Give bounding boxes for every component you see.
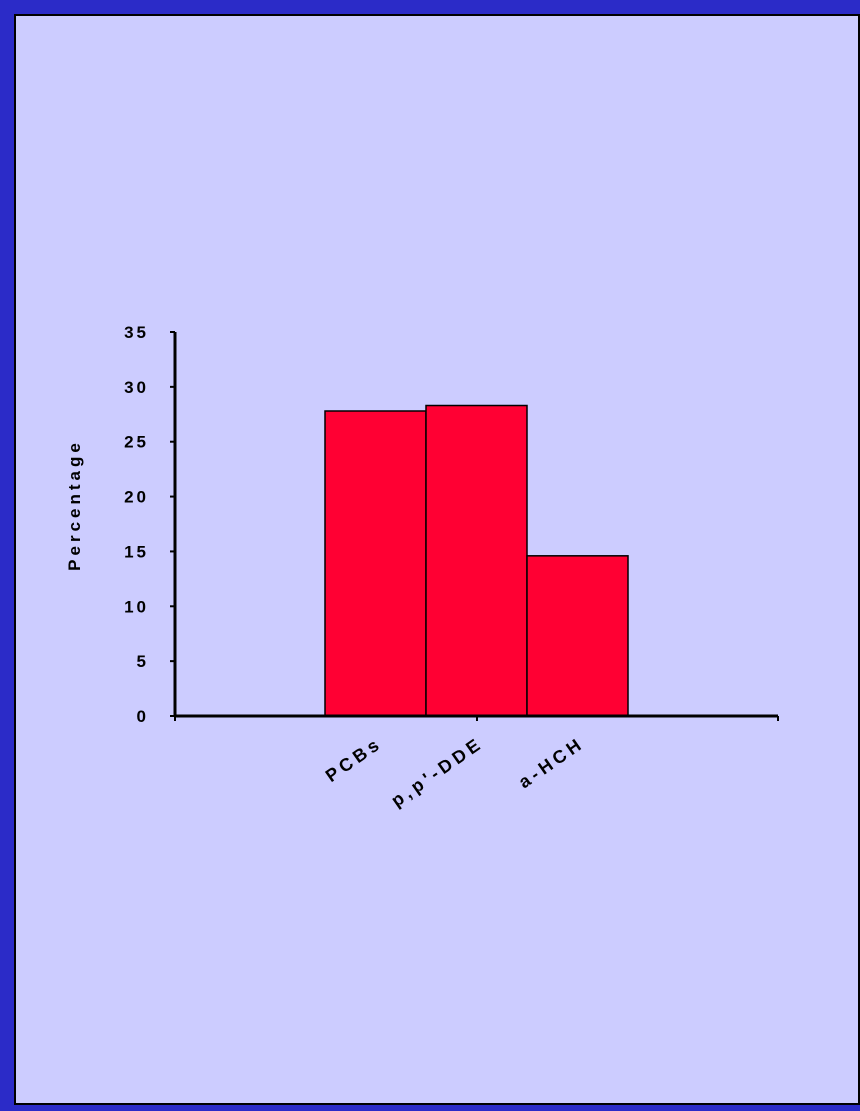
y-tick-label: 0	[137, 707, 149, 726]
x-ticks-group: PCBs p,p'-DDE a-HCH	[174, 716, 779, 811]
x-category-label: PCBs	[322, 733, 386, 786]
x-category-label: p,p'-DDE	[387, 733, 486, 811]
y-tick-label: 5	[137, 652, 149, 671]
y-ticks-group: 0 5 10 15 20 25 30 35	[124, 323, 175, 726]
bar	[526, 555, 629, 717]
y-tick-label: 30	[124, 378, 149, 397]
y-tick-label: 20	[124, 488, 149, 507]
bar	[324, 410, 427, 717]
bar	[425, 404, 528, 717]
y-tick-label: 35	[124, 323, 149, 342]
y-tick-label: 10	[124, 597, 149, 616]
y-axis-title: Percentage	[65, 439, 84, 571]
x-category-label: a-HCH	[515, 733, 588, 792]
y-tick-label: 25	[124, 433, 149, 452]
y-tick-label: 15	[124, 542, 149, 561]
bars-group	[324, 404, 629, 717]
